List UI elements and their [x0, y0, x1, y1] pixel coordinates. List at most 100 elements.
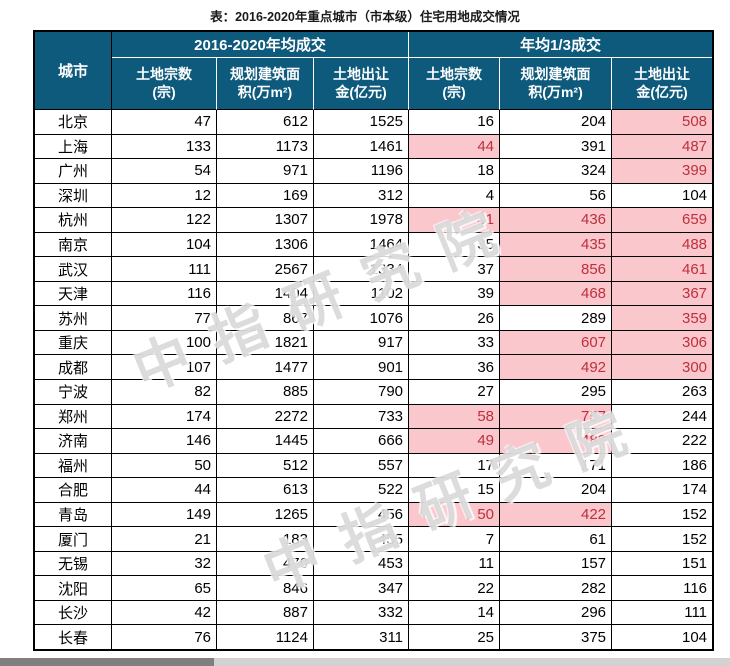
city-cell: 长沙	[35, 600, 112, 626]
header-group-one-third-average: 年均1/3成交	[409, 32, 713, 58]
city-cell: 广州	[35, 159, 112, 184]
value-cell-highlighted: 44	[409, 134, 501, 160]
value-cell: 613	[217, 478, 314, 503]
city-cell: 杭州	[35, 208, 112, 233]
header-planned-area-third: 规划建筑面 积(万m²)	[500, 58, 613, 110]
value-cell: 244	[612, 405, 713, 430]
value-cell: 204	[500, 110, 613, 135]
value-cell: 846	[217, 576, 314, 601]
value-cell: 1173	[217, 134, 314, 160]
value-cell: 36	[409, 355, 501, 381]
value-cell: 1445	[217, 429, 314, 454]
value-cell-highlighted: 58	[409, 404, 501, 430]
value-cell: 116	[112, 281, 217, 307]
value-cell: 174	[612, 478, 713, 503]
city-cell: 青岛	[35, 502, 112, 528]
value-cell: 282	[500, 576, 613, 601]
value-cell: 33	[409, 330, 501, 356]
city-cell: 合肥	[35, 478, 112, 503]
value-cell: 917	[314, 330, 410, 356]
value-cell: 324	[500, 159, 613, 184]
value-cell: 65	[112, 576, 217, 601]
value-cell-highlighted: 488	[612, 232, 713, 258]
city-cell: 福州	[35, 453, 112, 479]
value-cell: 391	[500, 134, 613, 160]
value-cell: 116	[612, 576, 713, 601]
value-cell: 22	[409, 576, 501, 601]
value-cell: 35	[409, 232, 501, 258]
value-cell-highlighted: 435	[500, 232, 613, 258]
value-cell: 37	[409, 257, 501, 282]
value-cell: 50	[112, 453, 217, 479]
value-cell-highlighted: 367	[612, 281, 713, 307]
table-row: 福州 50 512 557 17 171 186	[35, 453, 713, 479]
value-cell: 56	[500, 183, 613, 209]
header-land-premium-third: 土地出让 金(亿元)	[612, 58, 713, 110]
horizontal-scrollbar-thumb[interactable]	[0, 658, 214, 666]
header-land-premium-5yr: 土地出让 金(亿元)	[314, 58, 410, 110]
value-cell-highlighted: 508	[612, 110, 713, 135]
table-row: 青岛 149 1265 456 50 422 152	[35, 502, 713, 528]
value-cell: 1306	[217, 232, 314, 258]
value-cell: 311	[314, 625, 410, 649]
table-row: 无锡 32 470 453 11 157 151	[35, 551, 713, 577]
value-cell: 61	[500, 527, 613, 552]
value-cell: 157	[500, 551, 613, 577]
table-row: 深圳 12 169 312 4 56 104	[35, 183, 713, 209]
value-cell: 16	[409, 110, 501, 135]
city-cell: 苏州	[35, 306, 112, 331]
value-cell: 456	[314, 502, 410, 528]
value-cell: 21	[112, 527, 217, 552]
value-cell: 332	[314, 600, 410, 626]
table-row: 重庆 100 1821 917 33 607 306	[35, 330, 713, 356]
page-title: 表：2016-2020年重点城市（市本级）住宅用地成交情况	[210, 10, 520, 24]
value-cell: 885	[217, 380, 314, 405]
table-row: 厦门 21 183 455 7 61 152	[35, 527, 713, 552]
value-cell-highlighted: 659	[612, 208, 713, 233]
city-cell: 无锡	[35, 551, 112, 577]
value-cell: 104	[612, 184, 713, 209]
table-row: 广州 54 971 1196 18 324 399	[35, 159, 713, 184]
table-row: 沈阳 65 846 347 22 282 116	[35, 576, 713, 601]
value-cell: 1307	[217, 208, 314, 233]
value-cell: 104	[682, 628, 708, 646]
horizontal-scrollbar-track[interactable]	[0, 658, 730, 666]
value-cell: 971	[217, 159, 314, 184]
city-cell: 济南	[35, 429, 112, 454]
value-cell: 174	[112, 404, 217, 430]
value-cell-highlighted: 468	[500, 281, 613, 307]
value-cell: 122	[112, 208, 217, 233]
value-cell: 186	[612, 454, 713, 479]
value-cell-highlighted: 856	[500, 257, 613, 282]
value-cell: 470	[217, 551, 314, 577]
city-cell: 南京	[35, 232, 112, 258]
value-cell: 557	[314, 453, 410, 479]
city-cell: 上海	[35, 134, 112, 160]
value-cell: 104	[112, 232, 217, 258]
value-cell: 111	[612, 601, 713, 626]
value-cell: 204	[500, 478, 613, 503]
value-cell: 146	[112, 429, 217, 454]
value-cell: 1102	[314, 281, 410, 307]
value-cell: 222	[612, 429, 713, 454]
city-cell: 成都	[35, 355, 112, 381]
value-cell: 26	[409, 306, 501, 331]
value-cell: 25	[409, 625, 501, 649]
value-cell: 149	[112, 502, 217, 528]
value-cell: 296	[500, 600, 613, 626]
value-cell: 295	[500, 380, 613, 405]
value-cell: 1404	[217, 281, 314, 307]
value-cell-highlighted: 50	[409, 502, 501, 528]
header-parcels-5yr: 土地宗数 (宗)	[112, 58, 217, 110]
value-cell-highlighted: 49	[409, 429, 501, 454]
city-cell: 沈阳	[35, 576, 112, 601]
city-cell: 重庆	[35, 330, 112, 356]
table-row: 郑州 174 2272 733 58 757 244	[35, 404, 713, 430]
table-row: 南京 104 1306 1464 35 435 488	[35, 232, 713, 258]
value-cell: 152	[612, 503, 713, 528]
value-cell: 7	[409, 527, 501, 552]
value-cell: 1124	[217, 625, 314, 649]
value-cell: 901	[314, 355, 410, 381]
value-cell: 1196	[314, 159, 410, 184]
table-row: 杭州 122 1307 1978 41 436 659	[35, 208, 713, 233]
